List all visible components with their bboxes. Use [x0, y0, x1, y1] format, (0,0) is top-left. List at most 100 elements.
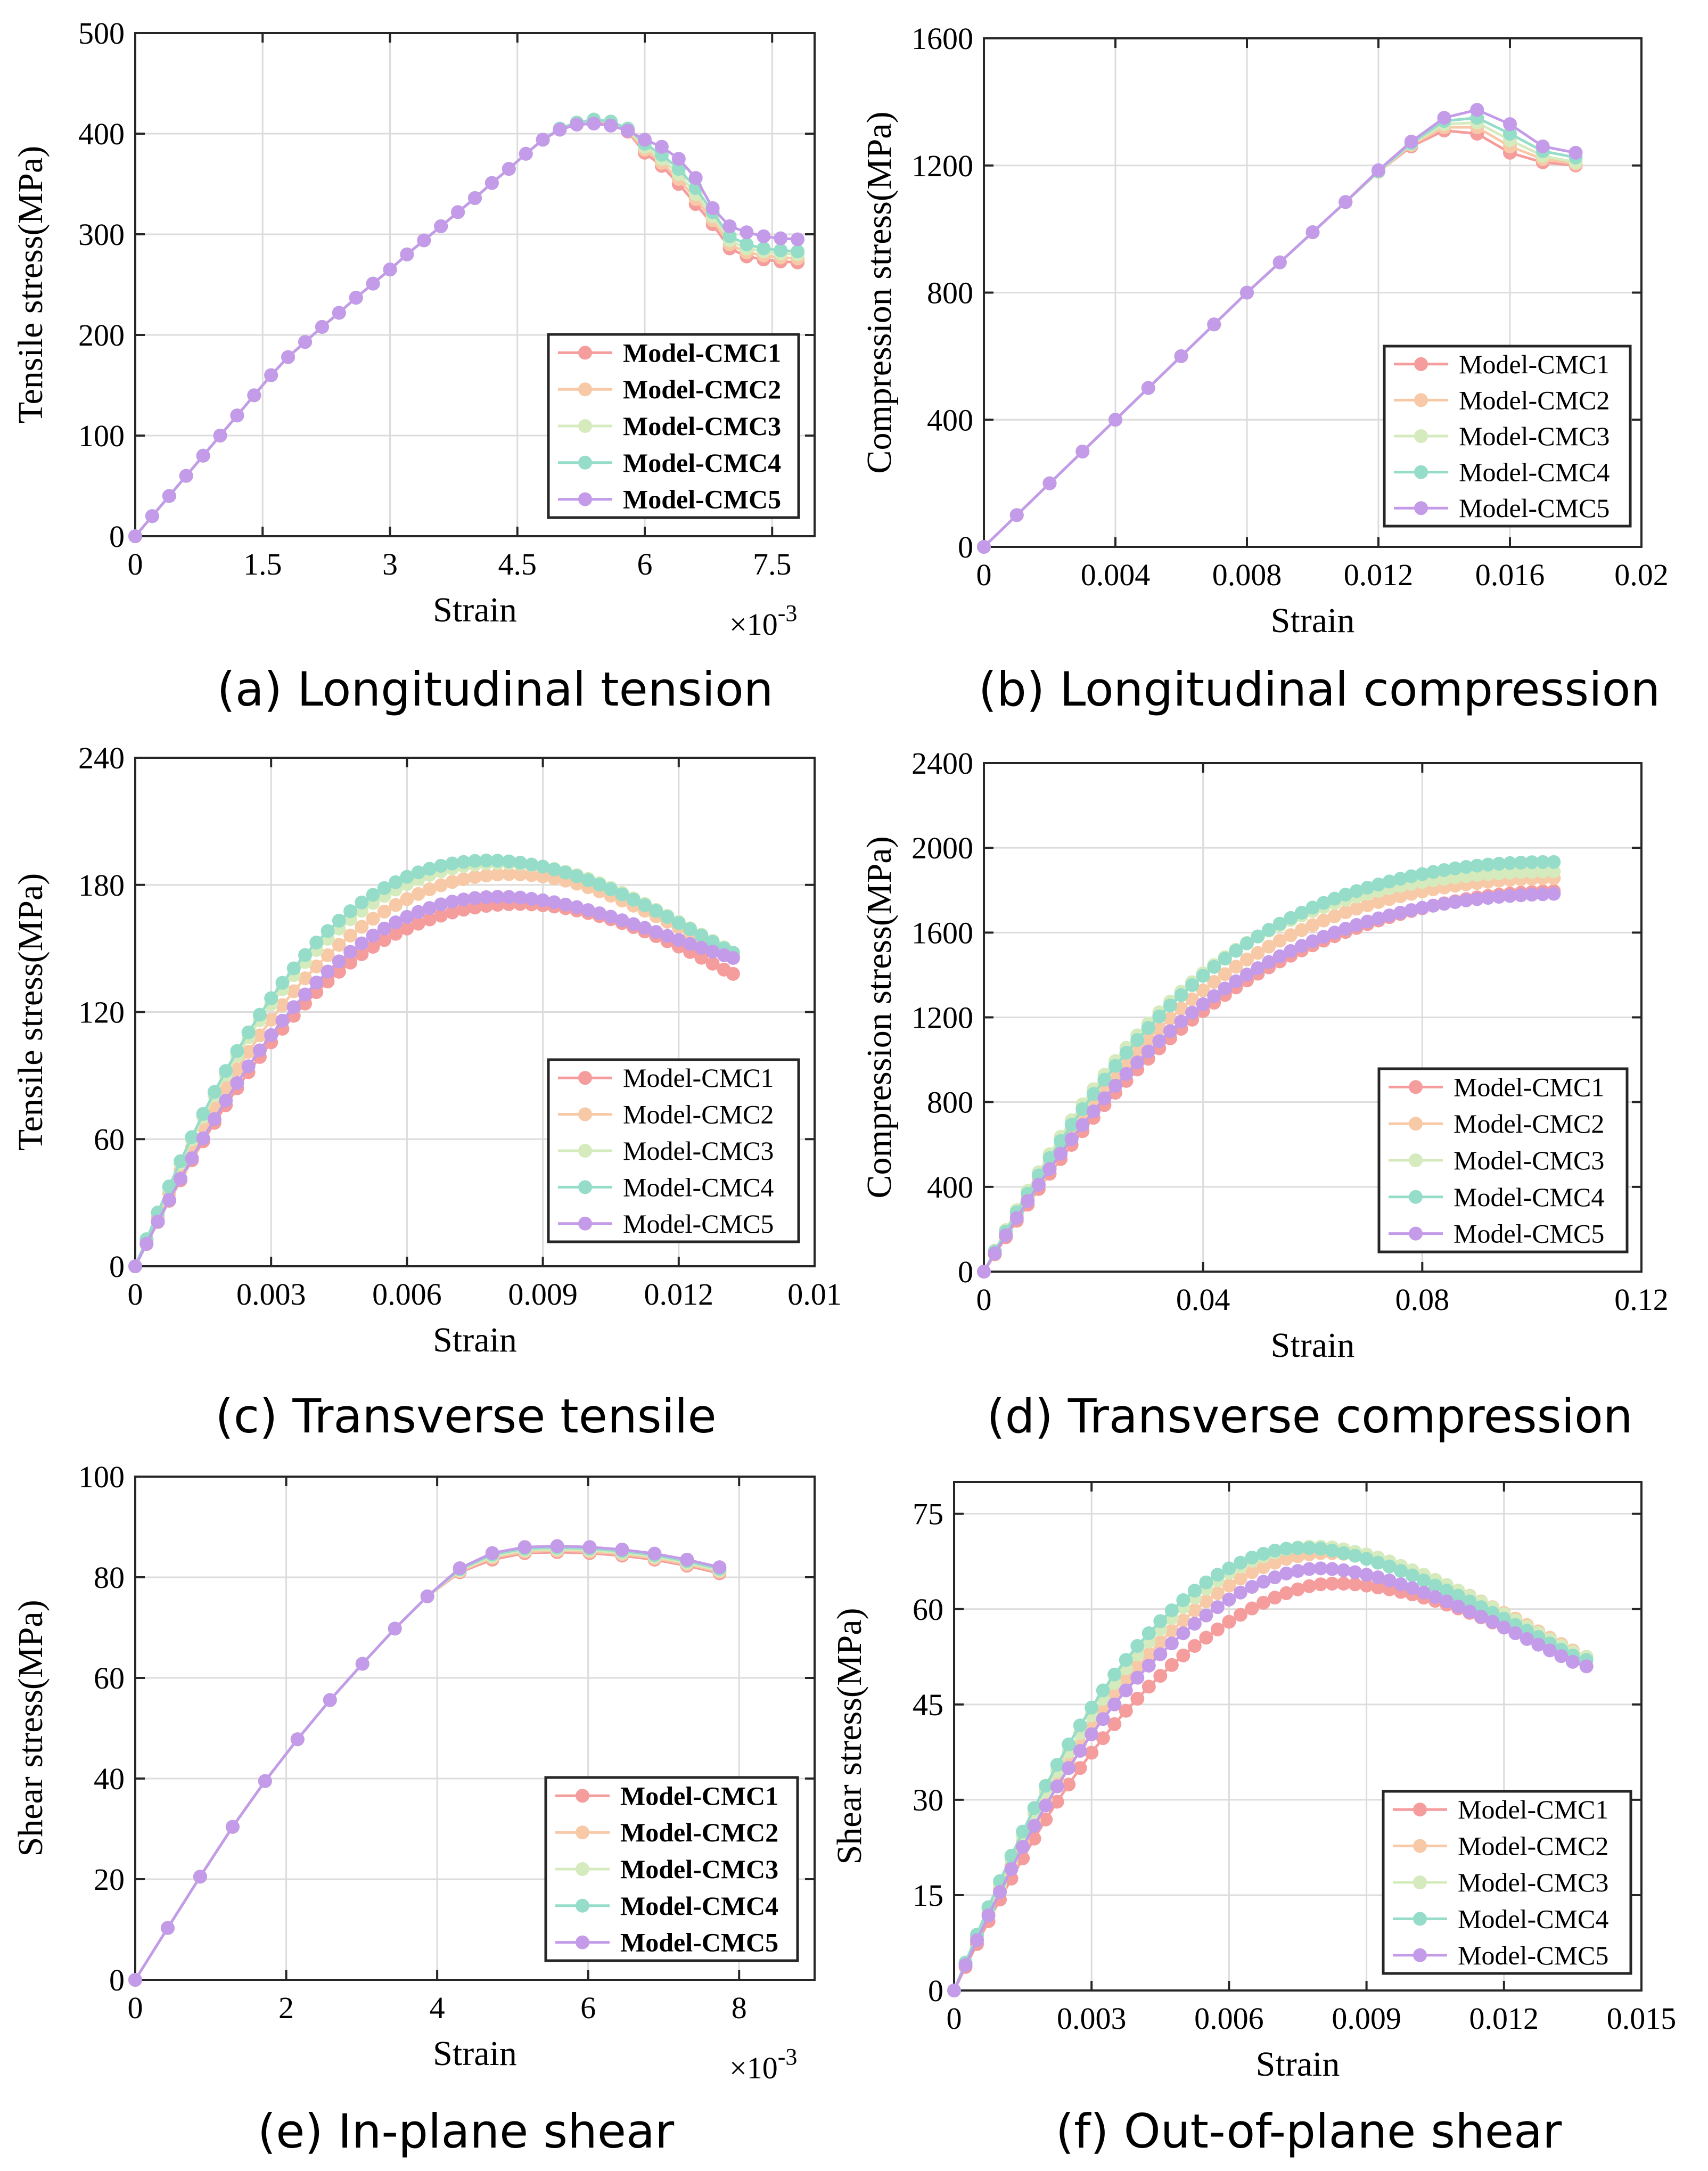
- data-point: [1497, 1620, 1511, 1635]
- data-point: [1142, 1658, 1156, 1673]
- data-point: [411, 916, 425, 931]
- legend-label: Model-CMC1: [623, 1063, 774, 1093]
- data-point: [309, 976, 324, 990]
- x-tick-label: 0.009: [508, 1277, 578, 1312]
- y-tick-label: 1200: [912, 1001, 973, 1035]
- data-point: [286, 984, 301, 998]
- data-point: [377, 881, 391, 895]
- x-multiplier-exponent: -3: [778, 2044, 798, 2070]
- data-point: [1339, 905, 1353, 920]
- data-point: [1245, 1551, 1259, 1565]
- data-point: [321, 924, 335, 938]
- data-point: [1016, 1824, 1030, 1839]
- legend-marker: [578, 1216, 592, 1231]
- data-point: [694, 940, 709, 955]
- x-axis-label: Strain: [433, 2034, 517, 2073]
- data-point: [1153, 1647, 1168, 1661]
- data-point: [1327, 891, 1342, 906]
- data-point: [366, 276, 380, 291]
- data-point: [451, 205, 465, 219]
- y-tick-label: 45: [913, 1687, 943, 1722]
- data-point: [1164, 1658, 1179, 1672]
- data-point: [1268, 1543, 1282, 1558]
- data-point: [513, 867, 528, 881]
- data-point: [791, 244, 805, 259]
- y-tick-label: 15: [913, 1878, 943, 1913]
- data-point: [1222, 1592, 1236, 1607]
- y-axis-label: Tensile stress(MPa): [11, 146, 50, 423]
- data-point: [213, 429, 227, 443]
- legend-marker: [578, 1144, 592, 1158]
- series-line: [134, 122, 798, 537]
- data-point: [1199, 1608, 1213, 1623]
- data-point: [1130, 1692, 1145, 1706]
- data-point: [434, 219, 448, 233]
- x-multiplier-base: ×10: [729, 2051, 778, 2085]
- data-point: [258, 1774, 272, 1788]
- data-point: [1141, 1044, 1155, 1059]
- data-point: [536, 859, 550, 874]
- data-point: [1359, 1568, 1374, 1582]
- data-point: [1404, 903, 1418, 917]
- data-point: [1218, 952, 1232, 966]
- data-point: [1240, 952, 1254, 966]
- data-point: [1284, 928, 1298, 943]
- data-point: [547, 895, 561, 910]
- y-tick-label: 20: [94, 1862, 125, 1897]
- x-tick-label: 0.003: [1057, 2001, 1127, 2036]
- data-point: [1062, 1738, 1076, 1752]
- data-point: [581, 903, 595, 917]
- y-tick-label: 800: [927, 276, 973, 310]
- x-tick-label: 4.5: [498, 547, 537, 581]
- data-point: [456, 872, 471, 887]
- legend-marker: [1409, 1190, 1423, 1204]
- x-multiplier-exponent: -3: [778, 600, 798, 626]
- data-point: [468, 870, 482, 884]
- data-point: [1327, 909, 1342, 923]
- data-point: [247, 388, 261, 403]
- data-point: [1130, 1033, 1145, 1047]
- data-point: [1185, 1005, 1200, 1020]
- data-point: [1514, 856, 1528, 870]
- data-point: [207, 1112, 221, 1126]
- data-point: [456, 903, 471, 917]
- data-point: [1199, 1594, 1213, 1609]
- legend-label: Model-CMC3: [623, 1136, 774, 1166]
- data-point: [1222, 1615, 1236, 1629]
- legend-marker: [578, 455, 592, 470]
- data-point: [1210, 1568, 1225, 1582]
- data-point: [547, 862, 561, 876]
- legend: Model-CMC1 Model-CMC2 Model-CMC3 Model-CMC4…: [1383, 345, 1632, 528]
- data-point: [321, 974, 335, 989]
- data-point: [174, 1154, 188, 1168]
- data-point: [1313, 1577, 1328, 1592]
- y-tick-label: 40: [94, 1762, 125, 1796]
- data-point: [791, 232, 805, 247]
- data-point: [1086, 1104, 1101, 1119]
- data-point: [1256, 1595, 1270, 1610]
- x-tick-label: 0.012: [644, 1277, 714, 1312]
- data-point: [1405, 1581, 1419, 1595]
- data-point: [1042, 476, 1057, 490]
- data-point: [1107, 1667, 1122, 1682]
- data-point: [298, 948, 312, 962]
- y-tick-label: 0: [958, 530, 973, 564]
- data-point: [1393, 905, 1408, 920]
- y-tick-label: 800: [927, 1085, 973, 1120]
- data-point: [468, 854, 482, 868]
- data-point: [502, 854, 516, 869]
- data-point: [1233, 1571, 1247, 1586]
- data-point: [1062, 1777, 1076, 1792]
- data-point: [1371, 1555, 1385, 1570]
- data-point: [1163, 1024, 1177, 1038]
- x-multiplier-base: ×10: [729, 607, 778, 642]
- data-point: [502, 162, 516, 176]
- legend-marker: [578, 1180, 592, 1194]
- data-point: [626, 892, 640, 907]
- legend-label: Model-CMC2: [1458, 1831, 1608, 1861]
- data-point: [1371, 1580, 1385, 1595]
- legend-label: Model-CMC3: [1458, 1867, 1608, 1897]
- data-point: [1174, 988, 1188, 1002]
- data-point: [264, 991, 278, 1005]
- data-point: [582, 1540, 597, 1554]
